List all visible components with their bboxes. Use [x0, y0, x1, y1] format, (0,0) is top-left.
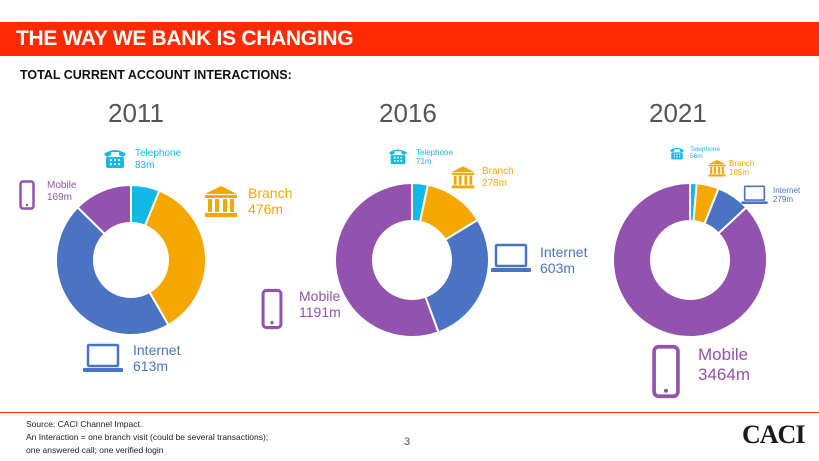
page-title: THE WAY WE BANK IS CHANGING — [16, 27, 354, 50]
label-branch-2011: Branch 476m — [248, 185, 293, 218]
laptop-icon — [491, 243, 531, 272]
slice-2016-mobile — [334, 181, 440, 338]
telephone-icon — [389, 149, 407, 165]
label-mobile-2021: Mobile 3464m — [698, 345, 750, 384]
label-mobile-2016: Mobile 1191m — [299, 288, 341, 321]
bank-branch-icon — [451, 166, 475, 189]
slice-2011-branch — [143, 189, 207, 327]
chart-subtitle: TOTAL CURRENT ACCOUNT INTERACTIONS: — [20, 68, 292, 82]
slice-2011-internet — [55, 205, 170, 336]
year-label-2011: 2011 — [108, 98, 164, 128]
laptop-icon — [83, 343, 123, 372]
laptop-icon — [741, 185, 768, 205]
label-telephone-2016: Telephone 71m — [416, 148, 453, 167]
year-label-2016: 2016 — [379, 98, 437, 128]
label-branch-2021: Branch 185m — [729, 159, 755, 178]
label-mobile-2011: Mobile 169m — [47, 180, 77, 203]
footer-notes: Source: CACI Channel Impact. An Interact… — [26, 418, 268, 456]
page-number: 3 — [404, 436, 411, 448]
mobile-phone-icon — [19, 180, 35, 210]
footer-source: Source: CACI Channel Impact. — [26, 419, 143, 429]
company-logo: CACI — [742, 420, 805, 449]
slice-2021-mobile — [612, 181, 768, 338]
label-branch-2016: Branch 278m — [482, 166, 514, 189]
label-telephone-2021: Telephone 56m — [690, 146, 720, 161]
mobile-phone-icon — [652, 344, 680, 399]
slice-2011-mobile — [76, 183, 132, 236]
label-internet-2021: Internet 279m — [773, 186, 801, 205]
slice-2016-internet — [424, 218, 490, 334]
label-telephone-2011: Telephone 83m — [135, 148, 182, 171]
year-label-2021: 2021 — [649, 98, 707, 128]
footer-note-line2: one answered call; one verified login — [26, 444, 164, 455]
label-internet-2011: Internet 613m — [133, 342, 181, 375]
telephone-icon — [670, 147, 684, 160]
footer-note-line1: An Interaction = one branch visit (could… — [26, 431, 269, 442]
label-internet-2016: Internet 603m — [540, 244, 588, 277]
footer-divider — [0, 412, 819, 413]
bank-branch-icon — [205, 186, 237, 217]
title-bar: THE WAY WE BANK IS CHANGING — [0, 22, 819, 56]
mobile-phone-icon — [261, 288, 283, 330]
telephone-icon — [104, 150, 126, 168]
bank-branch-icon — [708, 160, 726, 177]
